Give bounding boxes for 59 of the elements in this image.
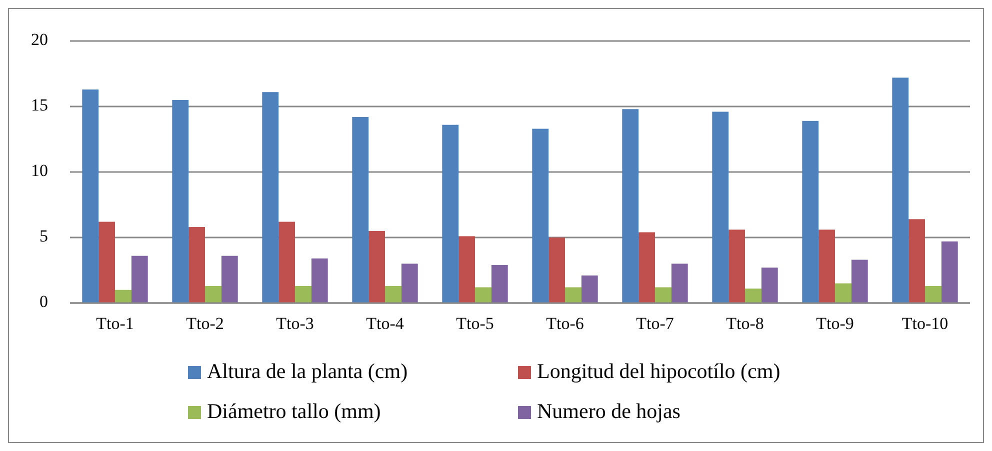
bar bbox=[581, 275, 598, 303]
bar bbox=[745, 288, 762, 303]
bar bbox=[671, 264, 688, 303]
legend-label: Longitud del hipocotílo (cm) bbox=[537, 358, 780, 383]
bar bbox=[548, 238, 565, 303]
bar bbox=[131, 256, 148, 303]
bar bbox=[892, 78, 909, 303]
bar bbox=[728, 230, 745, 303]
bar bbox=[221, 256, 238, 303]
y-tick-label: 15 bbox=[31, 95, 48, 114]
x-tick-label: Tto-3 bbox=[276, 314, 314, 333]
bar bbox=[311, 258, 328, 303]
x-tick-label: Tto-6 bbox=[546, 314, 584, 333]
bar bbox=[475, 287, 492, 303]
bar bbox=[925, 286, 942, 303]
bar bbox=[401, 264, 418, 303]
bar bbox=[458, 236, 475, 303]
bar bbox=[851, 260, 868, 303]
x-tick-label: Tto-7 bbox=[636, 314, 674, 333]
bar bbox=[262, 92, 279, 303]
y-tick-label: 5 bbox=[40, 226, 48, 246]
bar bbox=[638, 232, 655, 303]
bar bbox=[835, 283, 852, 303]
bar bbox=[565, 287, 582, 303]
bar bbox=[802, 120, 819, 303]
bar bbox=[278, 222, 295, 303]
bar bbox=[622, 109, 639, 303]
x-tick-label: Tto-10 bbox=[902, 314, 948, 333]
bar bbox=[818, 230, 835, 303]
y-tick-label: 20 bbox=[31, 30, 48, 49]
bar bbox=[532, 128, 549, 303]
x-tick-label: Tto-9 bbox=[816, 314, 854, 333]
bar bbox=[385, 286, 402, 303]
x-tick-label: Tto-8 bbox=[726, 314, 764, 333]
bar bbox=[908, 219, 925, 303]
bar bbox=[352, 116, 369, 303]
bar bbox=[712, 112, 729, 303]
bar bbox=[368, 230, 385, 303]
legend-label: Diámetro tallo (mm) bbox=[207, 398, 381, 423]
bar bbox=[491, 265, 508, 303]
x-tick-label: Tto-2 bbox=[186, 314, 224, 333]
legend-label: Numero de hojas bbox=[537, 398, 680, 423]
bar bbox=[295, 286, 312, 303]
y-tick-label: 0 bbox=[40, 292, 48, 311]
bar bbox=[172, 100, 189, 303]
bar bbox=[941, 241, 958, 303]
legend-label: Altura de la planta (cm) bbox=[207, 358, 408, 383]
x-tick-label: Tto-1 bbox=[96, 314, 134, 333]
bar bbox=[98, 222, 115, 303]
bar bbox=[115, 290, 132, 303]
y-tick-label: 10 bbox=[31, 160, 48, 180]
x-tick-label: Tto-5 bbox=[456, 314, 494, 333]
bar bbox=[655, 287, 672, 303]
bar bbox=[442, 124, 459, 303]
bar bbox=[761, 268, 778, 303]
bar bbox=[82, 89, 99, 303]
bar bbox=[188, 227, 205, 303]
bar bbox=[205, 286, 222, 303]
x-tick-label: Tto-4 bbox=[366, 314, 404, 333]
